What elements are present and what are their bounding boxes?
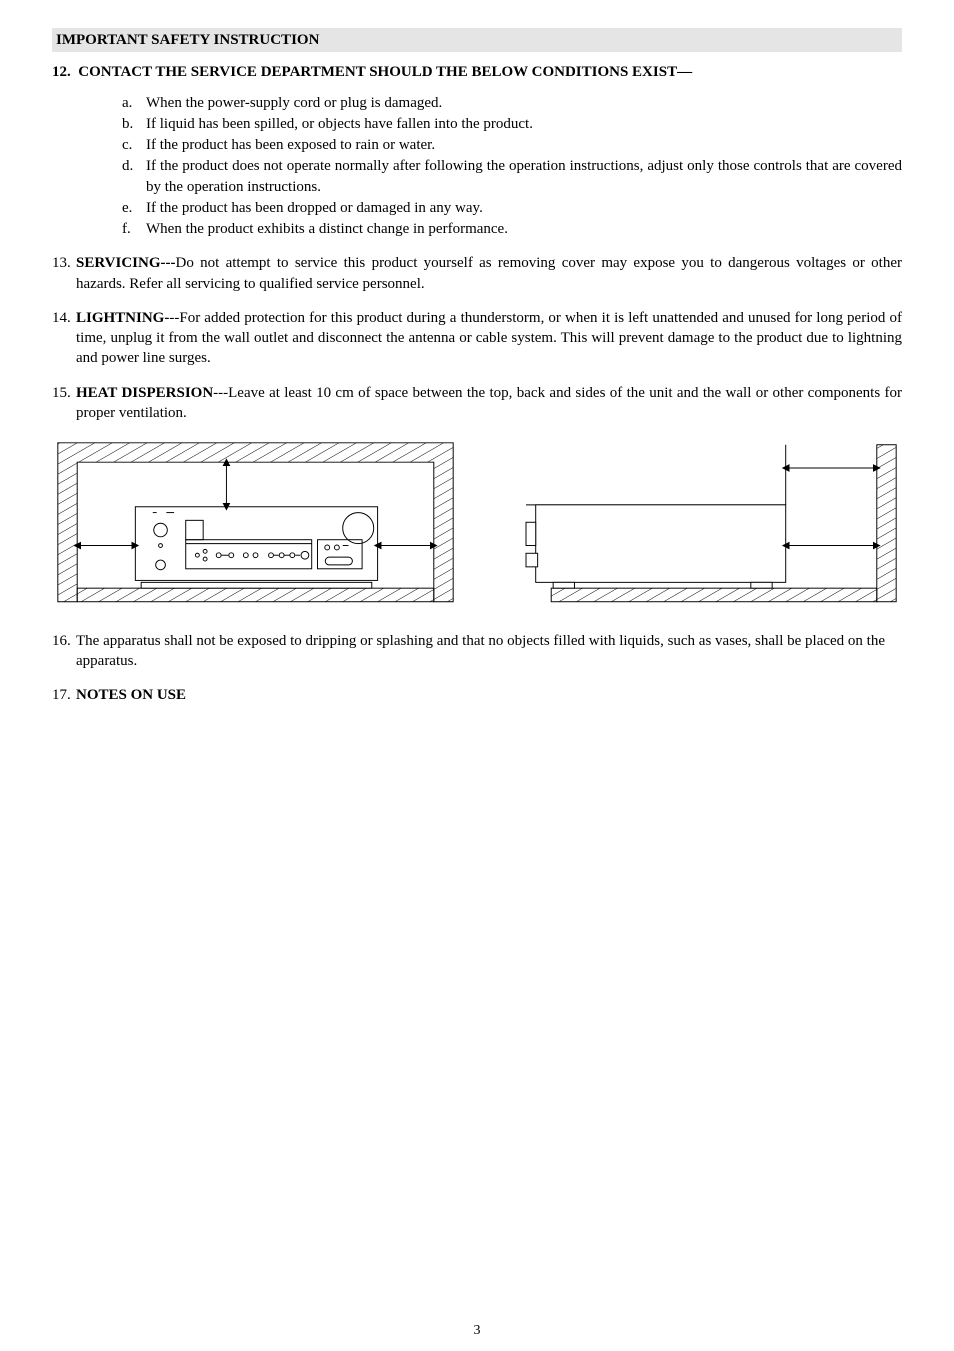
item-12-sublist: a. When the power-supply cord or plug is…: [122, 93, 902, 240]
page-number: 3: [0, 1322, 954, 1341]
item-body: NOTES ON USE: [76, 685, 902, 705]
list-text: When the product exhibits a distinct cha…: [146, 219, 902, 239]
item-15: 15. HEAT DISPERSION---Leave at least 10 …: [52, 383, 902, 424]
list-text: If the product has been dropped or damag…: [146, 198, 902, 218]
list-item: c. If the product has been exposed to ra…: [122, 135, 902, 155]
list-marker: c.: [122, 135, 146, 155]
item-num: 17.: [52, 685, 76, 705]
item-16: 16. The apparatus shall not be exposed t…: [52, 631, 902, 672]
item-text: --For added protection for this product …: [76, 310, 902, 367]
item-17: 17. NOTES ON USE: [52, 685, 902, 705]
item-body: The apparatus shall not be exposed to dr…: [76, 631, 902, 672]
section-header: IMPORTANT SAFETY INSTRUCTION: [52, 28, 902, 52]
item-body: LIGHTNING---For added protection for thi…: [76, 308, 902, 369]
item-12-heading: 12. CONTACT THE SERVICE DEPARTMENT SHOUL…: [52, 62, 902, 82]
list-item: f. When the product exhibits a distinct …: [122, 219, 902, 239]
list-marker: b.: [122, 114, 146, 134]
list-text: If the product has been exposed to rain …: [146, 135, 902, 155]
item-title: NOTES ON USE: [76, 687, 186, 703]
item-14: 14. LIGHTNING---For added protection for…: [52, 308, 902, 369]
list-text: When the power-supply cord or plug is da…: [146, 93, 902, 113]
item-title: LIGHTNING-: [76, 310, 169, 326]
item-num: 16.: [52, 631, 76, 672]
item-title: SERVICING---: [76, 255, 175, 271]
item-body: SERVICING---Do not attempt to service th…: [76, 253, 902, 294]
item-num: 15.: [52, 383, 76, 424]
item-body: HEAT DISPERSION---Leave at least 10 cm o…: [76, 383, 902, 424]
item-12-title: CONTACT THE SERVICE DEPARTMENT SHOULD TH…: [78, 64, 692, 80]
diagram-svg: [495, 437, 902, 607]
side-clearance-diagram: [495, 437, 902, 613]
list-item: b. If liquid has been spilled, or object…: [122, 114, 902, 134]
list-marker: e.: [122, 198, 146, 218]
item-text: Do not attempt to service this product y…: [76, 255, 902, 291]
list-marker: d.: [122, 156, 146, 197]
list-marker: f.: [122, 219, 146, 239]
list-text: If the product does not operate normally…: [146, 156, 902, 197]
list-item: d. If the product does not operate norma…: [122, 156, 902, 197]
list-item: e. If the product has been dropped or da…: [122, 198, 902, 218]
list-marker: a.: [122, 93, 146, 113]
item-num: 13.: [52, 253, 76, 294]
item-13: 13. SERVICING---Do not attempt to servic…: [52, 253, 902, 294]
ventilation-diagrams: [52, 437, 902, 613]
item-12-num: 12.: [52, 64, 71, 80]
item-num: 14.: [52, 308, 76, 369]
front-clearance-diagram: [52, 437, 459, 613]
list-text: If liquid has been spilled, or objects h…: [146, 114, 902, 134]
list-item: a. When the power-supply cord or plug is…: [122, 93, 902, 113]
item-title: HEAT DISPERSION: [76, 385, 213, 401]
diagram-svg: [52, 437, 459, 607]
